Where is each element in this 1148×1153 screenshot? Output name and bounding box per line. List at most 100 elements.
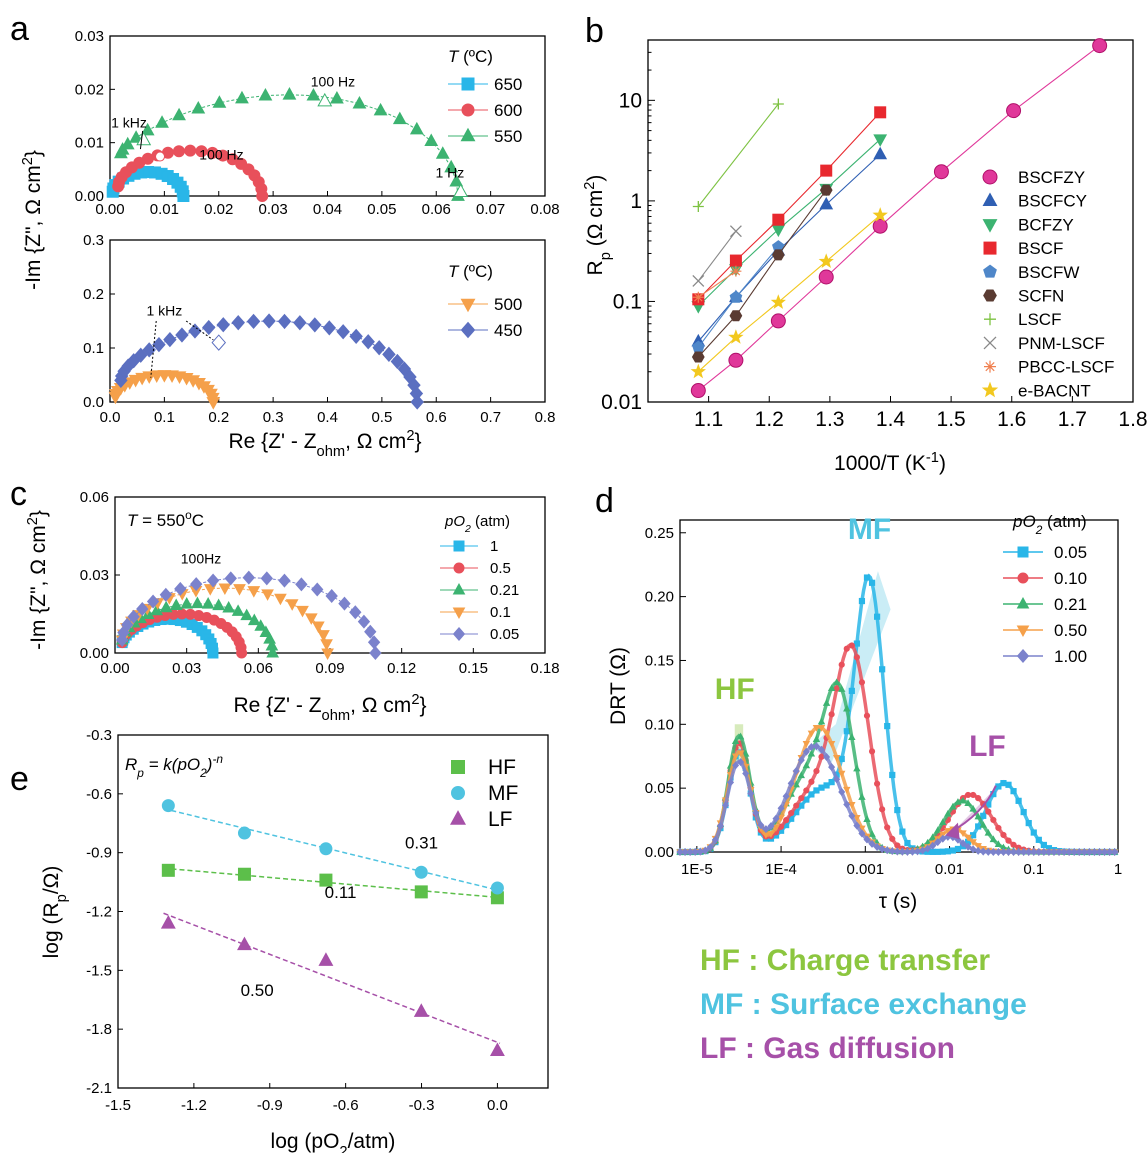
data-point-e-BACNT xyxy=(818,253,834,268)
x-tick-label: 0.5 xyxy=(371,409,392,426)
data-point-450 xyxy=(410,394,424,410)
data-point-0.21 xyxy=(254,619,268,631)
data-point-BSCFZY xyxy=(872,218,888,234)
data-point-0.5 xyxy=(236,647,248,659)
data-point-0.21 xyxy=(731,737,740,745)
data-point-0.05 xyxy=(242,570,255,585)
data-point-0.05 xyxy=(803,796,810,803)
data-point-550 xyxy=(330,91,344,104)
data-point-1.00 xyxy=(1075,847,1083,857)
data-point-0.21 xyxy=(792,780,800,788)
x-tick-label: 1.3 xyxy=(815,408,844,431)
data-point-0.05 xyxy=(260,571,273,586)
data-point-1.00 xyxy=(1085,847,1093,857)
data-point-0.10 xyxy=(808,778,815,785)
data-point-0.05 xyxy=(884,722,891,730)
annotation-100hz: 100Hz xyxy=(181,550,221,566)
data-point-0.21 xyxy=(827,684,836,692)
x-tick-label: 1.8 xyxy=(1118,408,1147,431)
x-tick-label: 0.001 xyxy=(847,861,885,878)
data-point-0.21 xyxy=(984,828,992,836)
annotation-3: 1 Hz xyxy=(435,164,464,180)
legend-marker-BSCFZY xyxy=(982,169,998,185)
data-point-1.00 xyxy=(919,846,927,855)
data-point-1.00 xyxy=(893,847,901,856)
data-point-0.1 xyxy=(274,593,287,606)
data-point-0.05 xyxy=(939,848,946,855)
data-point-0.1 xyxy=(304,613,318,625)
data-point-BSCFCY xyxy=(819,196,834,210)
data-point-0.05 xyxy=(980,812,987,819)
data-point-0.05 xyxy=(1020,808,1027,816)
y-tick-label: 0.03 xyxy=(80,567,109,584)
data-point-SCFN xyxy=(691,351,705,363)
data-point-0.05 xyxy=(1000,780,1007,787)
data-point-1.00 xyxy=(1080,847,1088,857)
x-tick-label: 0.00 xyxy=(100,660,129,677)
data-point-450 xyxy=(361,334,375,350)
data-point-0.50 xyxy=(802,741,811,748)
data-point-1.00 xyxy=(823,752,831,761)
panel-d-plot: 1E-5 1E-4 0.001 0.01 0.1 1 0.00 0.05 0.10 0.15 0.2… xyxy=(607,512,1122,913)
data-point-0.05 xyxy=(364,624,377,639)
y-tick-label: -1.8 xyxy=(86,1021,112,1038)
x-tick-label: 0.4 xyxy=(317,409,338,426)
data-point-1.00 xyxy=(772,814,780,823)
slope-label-MF: 0.31 xyxy=(405,834,438,853)
data-point-1.00 xyxy=(686,847,694,856)
series-line-BSCFCY xyxy=(697,153,881,342)
data-point-550 xyxy=(306,88,321,101)
data-point-0.05 xyxy=(338,596,351,611)
data-point-LF xyxy=(413,1003,429,1017)
annotation-arrow xyxy=(139,130,144,150)
legend-hf-text: HF : Charge transfer xyxy=(700,944,990,977)
data-point-0.10 xyxy=(889,835,896,843)
x-tick-label: 0.15 xyxy=(459,660,488,677)
y-tick-label: -1.5 xyxy=(86,962,112,979)
data-point-0.21 xyxy=(247,613,261,626)
data-point-0.05 xyxy=(863,574,871,581)
data-point-0.10 xyxy=(975,795,982,802)
data-point-0.1 xyxy=(218,583,232,596)
legend-label-0.10: 0.10 xyxy=(1054,569,1087,588)
data-point-450 xyxy=(163,331,177,348)
data-point-0.05 xyxy=(1035,836,1042,843)
legend-label-0.21: 0.21 xyxy=(1054,595,1087,614)
data-point-1.00 xyxy=(782,792,790,801)
legend-title: pO2 (atm) xyxy=(1012,512,1087,537)
data-point-SCFN xyxy=(772,249,785,261)
data-point-1.00 xyxy=(959,839,967,848)
data-point-LF xyxy=(237,936,252,951)
panel-b-plot: 1.1 1.2 1.3 1.4 1.5 1.6 1.7 1.8 0.01 0.1 1 10 BSCFZY… xyxy=(582,38,1148,475)
y-tick-label: -0.9 xyxy=(86,845,112,862)
data-point-0.05 xyxy=(174,581,187,596)
legend-marker-0.05 xyxy=(1017,546,1029,558)
data-point-0.21 xyxy=(822,699,831,706)
data-point-1.00 xyxy=(1095,847,1103,857)
data-point-0.50 xyxy=(812,724,821,732)
data-point-PBCC-LSCF xyxy=(730,265,742,277)
data-point-0.05 xyxy=(206,573,220,588)
mf-band xyxy=(810,571,891,763)
data-point-1.00 xyxy=(1050,847,1058,857)
series-line-BSCFZY xyxy=(697,45,1101,391)
data-point-HF xyxy=(161,863,175,877)
data-point-450 xyxy=(390,353,405,370)
data-point-0.05 xyxy=(889,771,896,779)
x-tick-label: 0.1 xyxy=(154,409,175,426)
annotation-0: 100 Hz xyxy=(311,74,355,90)
data-point-0.21 xyxy=(802,761,811,769)
data-point-0.1 xyxy=(321,648,334,661)
data-point-0.05 xyxy=(357,614,371,629)
data-point-1.00 xyxy=(888,847,896,856)
data-point-0.10 xyxy=(828,711,835,718)
data-point-0.50 xyxy=(838,770,846,778)
y-axis-label: Rp (Ω cm2) xyxy=(582,175,614,276)
data-point-HF xyxy=(319,873,333,887)
legend-label-BSCF: BSCF xyxy=(1018,239,1063,258)
y-tick-label: -0.3 xyxy=(86,727,112,744)
legend-label-0.05: 0.05 xyxy=(490,626,519,643)
legend-label-BCFZY: BCFZY xyxy=(1018,215,1074,234)
data-point-1.00 xyxy=(817,745,826,754)
x-tick-label: -0.9 xyxy=(257,1097,283,1114)
